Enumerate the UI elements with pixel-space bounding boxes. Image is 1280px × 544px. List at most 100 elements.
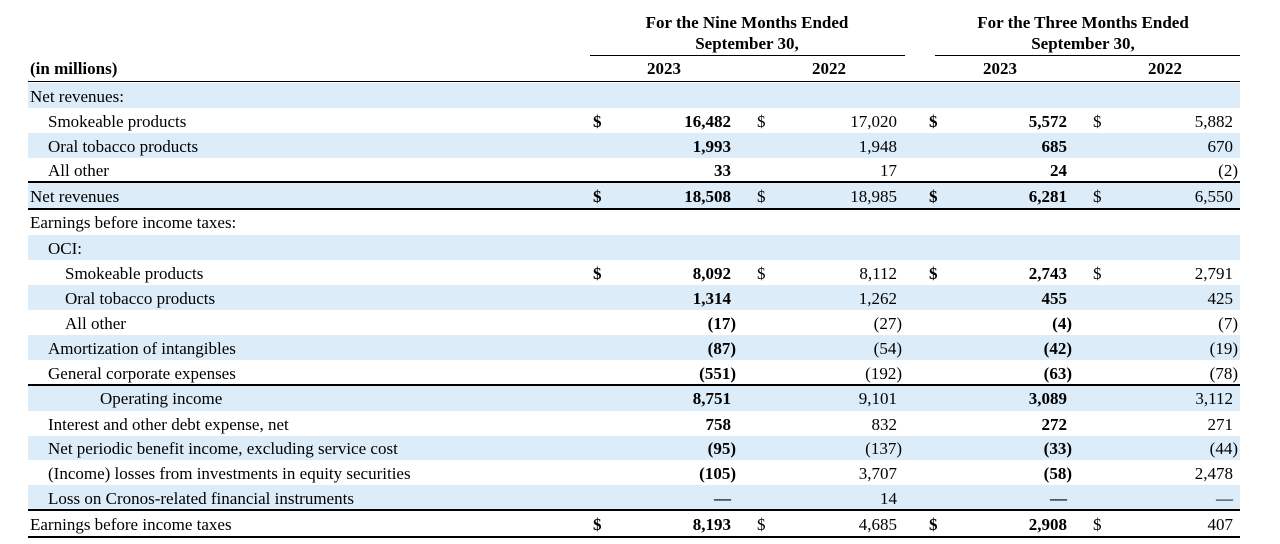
total-rule xyxy=(28,536,1240,538)
row-label: Earnings before income taxes xyxy=(30,514,232,534)
total-rule xyxy=(28,208,1240,210)
cell-value: 1,993 xyxy=(692,136,731,156)
row-label: (Income) losses from investments in equi… xyxy=(48,463,411,483)
row-label: Oral tobacco products xyxy=(48,136,199,156)
cell-value: 670 xyxy=(1207,136,1234,156)
cell-value: (137) xyxy=(865,439,902,458)
cell-value: (33) xyxy=(1043,439,1072,458)
total-rule xyxy=(28,181,1240,183)
currency-sign: $ xyxy=(929,263,938,283)
cell-value: 5,882 xyxy=(1194,111,1233,131)
cell-value: 8,751 xyxy=(692,389,731,408)
row-label: All other xyxy=(48,161,109,180)
currency-sign: $ xyxy=(929,111,938,131)
row-shade xyxy=(28,133,1240,158)
cell-value: 1,948 xyxy=(858,136,897,156)
row-label: Oral tobacco products xyxy=(65,288,216,308)
cell-value: 33 xyxy=(714,161,731,180)
cell-value: 3,089 xyxy=(1028,389,1067,408)
cell-value: 4,685 xyxy=(858,514,897,534)
currency-sign: $ xyxy=(593,263,602,283)
cell-value: 758 xyxy=(705,414,732,434)
cell-value: (42) xyxy=(1043,338,1072,358)
row-shade xyxy=(28,335,1240,360)
cell-value: 8,112 xyxy=(859,263,897,283)
row-shade xyxy=(28,385,1240,411)
row-label: All other xyxy=(65,313,126,333)
cell-value: 24 xyxy=(1050,161,1067,180)
cell-value: 8,092 xyxy=(692,263,731,283)
row-label: Smokeable products xyxy=(65,263,204,283)
currency-sign: $ xyxy=(929,514,938,534)
cell-value: 2,743 xyxy=(1028,263,1067,283)
cell-value: 2,908 xyxy=(1028,514,1067,534)
row-label: OCI: xyxy=(48,238,82,258)
cell-value: 272 xyxy=(1041,414,1068,434)
row-label: General corporate expenses xyxy=(48,363,236,383)
row-shade xyxy=(28,235,1240,260)
cell-value: 2,478 xyxy=(1194,463,1233,483)
cell-value: 18,985 xyxy=(850,186,897,206)
year-header: 2023 xyxy=(647,59,681,78)
cell-value: 832 xyxy=(871,414,898,434)
cell-value: 455 xyxy=(1041,288,1068,308)
year-header: 2022 xyxy=(1148,59,1182,78)
cell-value: (78) xyxy=(1209,363,1238,383)
row-shade xyxy=(28,285,1240,310)
cell-value: (105) xyxy=(699,463,736,483)
total-rule xyxy=(28,384,1240,386)
cell-value: (87) xyxy=(707,338,736,358)
currency-sign: $ xyxy=(757,514,766,534)
cell-value: 2,791 xyxy=(1194,263,1233,283)
row-label: Smokeable products xyxy=(48,111,187,131)
currency-sign: $ xyxy=(757,263,766,283)
header-rule xyxy=(28,81,1240,82)
cell-value: 16,482 xyxy=(684,111,731,131)
cell-value: 407 xyxy=(1207,514,1234,534)
cell-value: (54) xyxy=(873,338,902,358)
row-shade xyxy=(28,485,1240,510)
cell-value: 425 xyxy=(1207,288,1234,308)
currency-sign: $ xyxy=(593,111,602,131)
row-label: Amortization of intangibles xyxy=(48,338,236,358)
cell-value: 685 xyxy=(1041,136,1068,156)
row-label: Net revenues xyxy=(30,186,120,206)
year-header: 2022 xyxy=(812,59,846,78)
cell-value: (192) xyxy=(865,363,902,383)
cell-value: 1,262 xyxy=(858,288,897,308)
cell-value: — xyxy=(1050,488,1067,508)
cell-value: (2) xyxy=(1218,161,1238,180)
cell-value: 1,314 xyxy=(692,288,731,308)
row-shade xyxy=(28,182,1240,209)
currency-sign: $ xyxy=(929,186,938,206)
cell-value: 17 xyxy=(880,161,897,180)
cell-value: (7) xyxy=(1218,313,1238,333)
row-label: Earnings before income taxes: xyxy=(30,213,237,232)
cell-value: (27) xyxy=(873,313,902,333)
group-rule xyxy=(935,55,1240,56)
cell-value: (19) xyxy=(1209,338,1238,358)
cell-value: (63) xyxy=(1043,363,1072,383)
cell-value: (44) xyxy=(1209,439,1238,458)
year-header: 2023 xyxy=(983,59,1017,78)
cell-value: 3,112 xyxy=(1195,389,1233,408)
cell-value: (95) xyxy=(707,439,736,458)
currency-sign: $ xyxy=(593,186,602,206)
cell-value: (17) xyxy=(707,313,736,333)
currency-sign: $ xyxy=(1093,263,1102,283)
currency-sign: $ xyxy=(757,186,766,206)
row-label: Loss on Cronos-related financial instrum… xyxy=(48,488,354,508)
cell-value: 18,508 xyxy=(684,186,731,206)
cell-value: 3,707 xyxy=(858,463,897,483)
currency-sign: $ xyxy=(1093,514,1102,534)
row-label: Operating income xyxy=(100,389,223,408)
row-shade xyxy=(28,436,1240,460)
currency-sign: $ xyxy=(1093,186,1102,206)
cell-value: 8,193 xyxy=(692,514,731,534)
cell-value: (58) xyxy=(1043,463,1072,483)
row-label: Net periodic benefit income, excluding s… xyxy=(48,439,398,458)
cell-value: 271 xyxy=(1207,414,1234,434)
cell-value: 9,101 xyxy=(858,389,897,408)
units-label: (in millions) xyxy=(30,59,118,78)
group-title: For the Nine Months Ended xyxy=(645,13,849,32)
